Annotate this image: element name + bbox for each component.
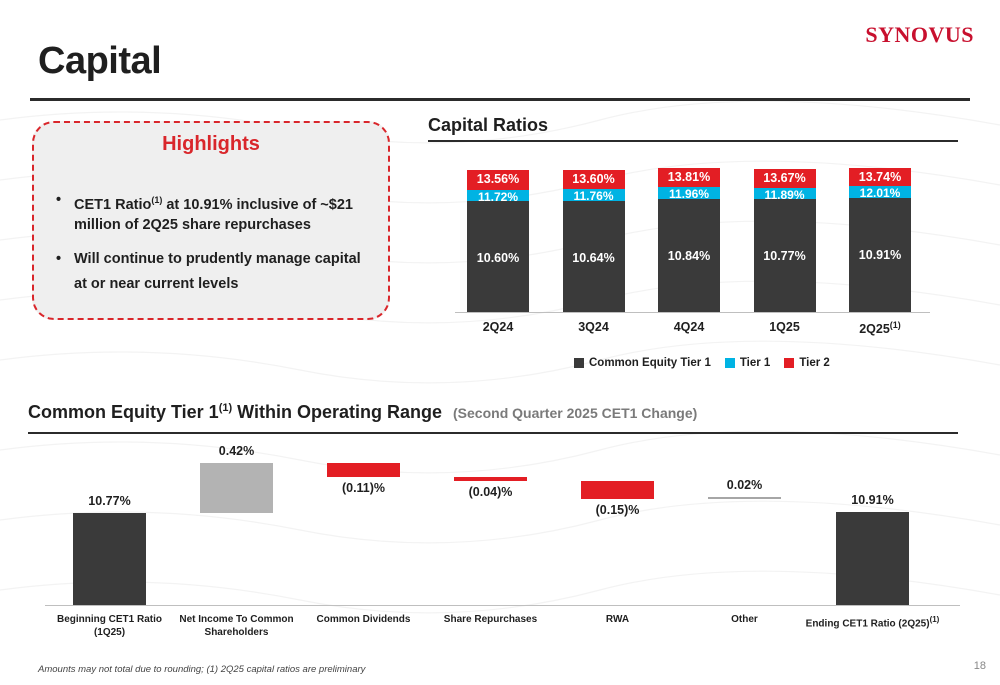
waterfall-bar-total	[73, 513, 146, 605]
waterfall-bar-delta	[708, 496, 781, 500]
waterfall-tick-label: Net Income To Common Shareholders	[179, 614, 294, 638]
bar-segment-tier1	[562, 189, 625, 201]
waterfall-tick-label: Share Repurchases	[443, 614, 538, 625]
data-label-tier1: 11.89%	[764, 187, 805, 202]
bar-segment-tier2	[467, 170, 529, 190]
tick-label: 2Q25(1)	[859, 320, 901, 337]
capital-ratios-title: Capital Ratios	[428, 115, 549, 135]
waterfall-data-label: (0.04)%	[468, 485, 513, 500]
bar-segment-cet1	[562, 200, 625, 312]
waterfall-bar-delta	[454, 476, 527, 482]
legend-label: Tier 1	[739, 357, 771, 369]
page-title: Capital	[38, 40, 162, 82]
bar-segment-tier2	[562, 169, 625, 190]
cet1-waterfall-title: Common Equity Tier 1(1) Within Operating…	[28, 402, 697, 423]
bar-segment-cet1	[467, 201, 529, 312]
legend-swatch-tier2	[784, 358, 795, 368]
highlights-panel: Highlights • CET1 Ratio(1) at 10.91% inc…	[32, 121, 390, 320]
bar-segment-cet1	[658, 198, 720, 312]
waterfall-data-label: (0.11)%	[341, 480, 386, 495]
legend-swatch-cet1	[574, 358, 584, 368]
waterfall-tick-label: RWA	[605, 614, 630, 625]
waterfall-tick-label: Beginning CET1 Ratio (1Q25)	[57, 614, 162, 638]
highlight-text: CET1 Ratio	[74, 196, 152, 213]
bar-segment-tier2	[849, 168, 911, 187]
waterfall-data-label: 10.91%	[851, 493, 894, 508]
tick-label: 1Q25	[769, 320, 800, 334]
data-label-cet1: 10.64%	[572, 250, 615, 265]
highlight-text: Will continue to prudently manage capita…	[74, 251, 361, 292]
data-label-tier2: 13.81%	[667, 169, 711, 184]
data-label-cet1: 10.84%	[667, 248, 711, 263]
bar-segment-tier1	[467, 189, 529, 202]
data-label-tier1: 11.96%	[668, 187, 710, 202]
data-label-tier2: 13.67%	[763, 171, 806, 186]
waterfall-tick-label: Ending CET1 Ratio (2Q25)(1)	[805, 615, 940, 630]
data-label-tier1: 11.76%	[573, 189, 614, 204]
data-label-cet1: 10.77%	[763, 249, 806, 264]
capital-ratios-legend: Common Equity Tier 1 Tier 1 Tier 2	[574, 357, 830, 369]
waterfall-tick-label: Other	[731, 614, 758, 625]
footnote: Amounts may not total due to rounding; (…	[38, 664, 366, 675]
bar-segment-tier2	[658, 167, 720, 187]
tick-label: 3Q24	[578, 320, 609, 334]
brand-logo: SYNOVUS	[865, 22, 974, 47]
data-label-tier2: 13.56%	[476, 172, 520, 187]
data-label-cet1: 10.60%	[476, 251, 520, 266]
bar-segment-cet1	[849, 197, 911, 312]
data-label-tier2: 13.60%	[572, 171, 615, 186]
waterfall-bar-delta	[581, 481, 654, 500]
page-number: 18	[973, 660, 986, 672]
legend-swatch-tier1	[724, 358, 735, 368]
legend-label: Tier 2	[799, 357, 830, 369]
highlight-item: • Will continue to prudently manage capi…	[54, 249, 372, 294]
waterfall-bar-total	[836, 512, 909, 605]
data-label-cet1: 10.91%	[858, 247, 902, 262]
waterfall-title-rest: Within Operating Range	[232, 402, 442, 422]
bar-segment-cet1	[753, 199, 816, 312]
capital-ratios-divider	[428, 140, 958, 142]
waterfall-subtitle: (Second Quarter 2025 CET1 Change)	[453, 405, 698, 421]
waterfall-data-label: 10.77%	[88, 494, 131, 509]
bullet-icon: •	[56, 251, 62, 267]
waterfall-data-label: 0.02%	[726, 477, 763, 492]
bar-segment-tier1	[753, 187, 816, 200]
waterfall-title-main: Common Equity Tier 1	[28, 402, 219, 422]
footnote-marker: (1)	[151, 195, 163, 205]
tick-label: 2Q24	[482, 320, 514, 334]
bar-segment-tier1	[658, 187, 720, 199]
waterfall-data-label: (0.15)%	[595, 503, 640, 518]
bar-segment-tier1	[849, 186, 911, 198]
data-label-tier1: 11.72%	[477, 189, 519, 204]
chart-baseline	[455, 312, 930, 313]
footnote-marker: (1)	[218, 402, 233, 414]
bar-segment-tier2	[753, 169, 816, 188]
title-divider	[30, 98, 970, 101]
data-label-tier2: 13.74%	[858, 170, 902, 185]
waterfall-bar-delta	[327, 463, 400, 477]
data-label-tier1: 12.01%	[859, 186, 901, 201]
waterfall-divider	[28, 432, 958, 434]
highlight-item: • CET1 Ratio(1) at 10.91% inclusive of ~…	[54, 190, 372, 235]
tick-label: 4Q24	[673, 320, 705, 334]
highlights-title: Highlights	[162, 133, 260, 155]
waterfall-baseline	[45, 605, 960, 606]
waterfall-data-label: 0.42%	[218, 444, 255, 459]
waterfall-tick-label: Common Dividends	[316, 614, 411, 625]
bullet-icon: •	[56, 192, 62, 208]
waterfall-bar-delta	[200, 463, 273, 514]
highlight-text: at 10.91% inclusive of ~$21 million of 2…	[74, 196, 353, 233]
legend-label: Common Equity Tier 1	[589, 357, 711, 369]
